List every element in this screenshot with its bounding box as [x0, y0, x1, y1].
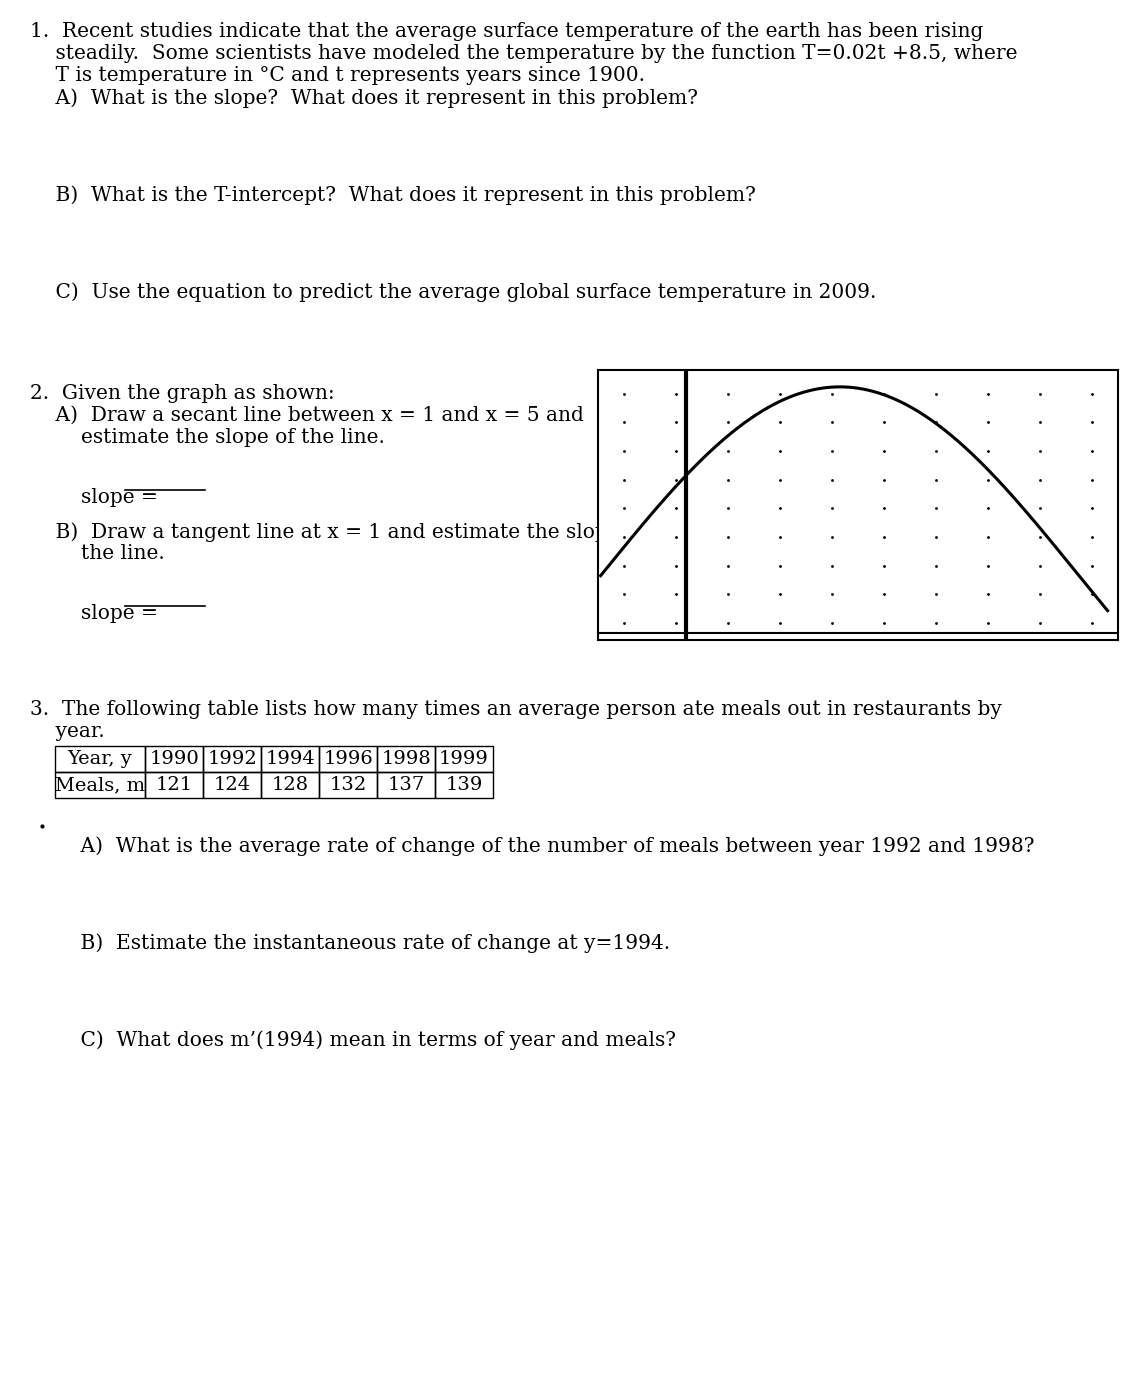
Bar: [203, 747, 261, 771]
Text: Year, y: Year, y: [68, 749, 133, 769]
Bar: [203, 771, 261, 798]
Text: B)  Estimate the instantaneous rate of change at y=1994.: B) Estimate the instantaneous rate of ch…: [55, 933, 670, 952]
Bar: [377, 747, 435, 771]
Bar: [261, 771, 319, 798]
Bar: [145, 771, 203, 798]
Text: 3.  The following table lists how many times an average person ate meals out in : 3. The following table lists how many ti…: [30, 700, 1002, 719]
Bar: [55, 771, 145, 798]
Text: 1.  Recent studies indicate that the average surface temperature of the earth ha: 1. Recent studies indicate that the aver…: [30, 22, 984, 41]
Text: 121: 121: [156, 776, 192, 793]
Bar: [319, 747, 377, 771]
Text: year.: year.: [30, 722, 104, 741]
Text: Meals, m: Meals, m: [55, 776, 145, 793]
Text: 1990: 1990: [149, 749, 199, 769]
Text: 128: 128: [271, 776, 308, 793]
Text: 2.  Given the graph as shown:: 2. Given the graph as shown:: [30, 384, 334, 403]
Text: 137: 137: [387, 776, 425, 793]
Text: 132: 132: [330, 776, 366, 793]
Text: slope =: slope =: [30, 604, 164, 622]
Bar: [145, 747, 203, 771]
Text: A)  What is the average rate of change of the number of meals between year 1992 : A) What is the average rate of change of…: [55, 836, 1034, 856]
Text: B)  Draw a tangent line at x = 1 and estimate the slope of: B) Draw a tangent line at x = 1 and esti…: [30, 522, 646, 542]
Bar: [435, 771, 493, 798]
Bar: [435, 747, 493, 771]
Text: 124: 124: [213, 776, 251, 793]
Bar: [261, 747, 319, 771]
Text: the line.: the line.: [30, 544, 165, 563]
Text: C)  What does m’(1994) mean in terms of year and meals?: C) What does m’(1994) mean in terms of y…: [55, 1029, 676, 1050]
Text: 1999: 1999: [439, 749, 489, 769]
Bar: [319, 771, 377, 798]
Text: 1992: 1992: [207, 749, 256, 769]
Bar: [377, 771, 435, 798]
Text: 1996: 1996: [323, 749, 373, 769]
Bar: [55, 747, 145, 771]
Text: steadily.  Some scientists have modeled the temperature by the function T=0.02t : steadily. Some scientists have modeled t…: [30, 44, 1018, 63]
Text: B)  What is the T-intercept?  What does it represent in this problem?: B) What is the T-intercept? What does it…: [30, 185, 756, 204]
Text: slope =: slope =: [30, 489, 164, 506]
Text: T is temperature in °C and t represents years since 1900.: T is temperature in °C and t represents …: [30, 66, 645, 86]
Text: C)  Use the equation to predict the average global surface temperature in 2009.: C) Use the equation to predict the avera…: [30, 282, 876, 302]
Text: estimate the slope of the line.: estimate the slope of the line.: [30, 428, 385, 447]
Text: A)  Draw a secant line between x = 1 and x = 5 and: A) Draw a secant line between x = 1 and …: [30, 406, 584, 425]
Text: A)  What is the slope?  What does it represent in this problem?: A) What is the slope? What does it repre…: [30, 88, 698, 108]
Text: 139: 139: [445, 776, 483, 793]
Text: 1994: 1994: [266, 749, 315, 769]
Text: 1998: 1998: [381, 749, 431, 769]
